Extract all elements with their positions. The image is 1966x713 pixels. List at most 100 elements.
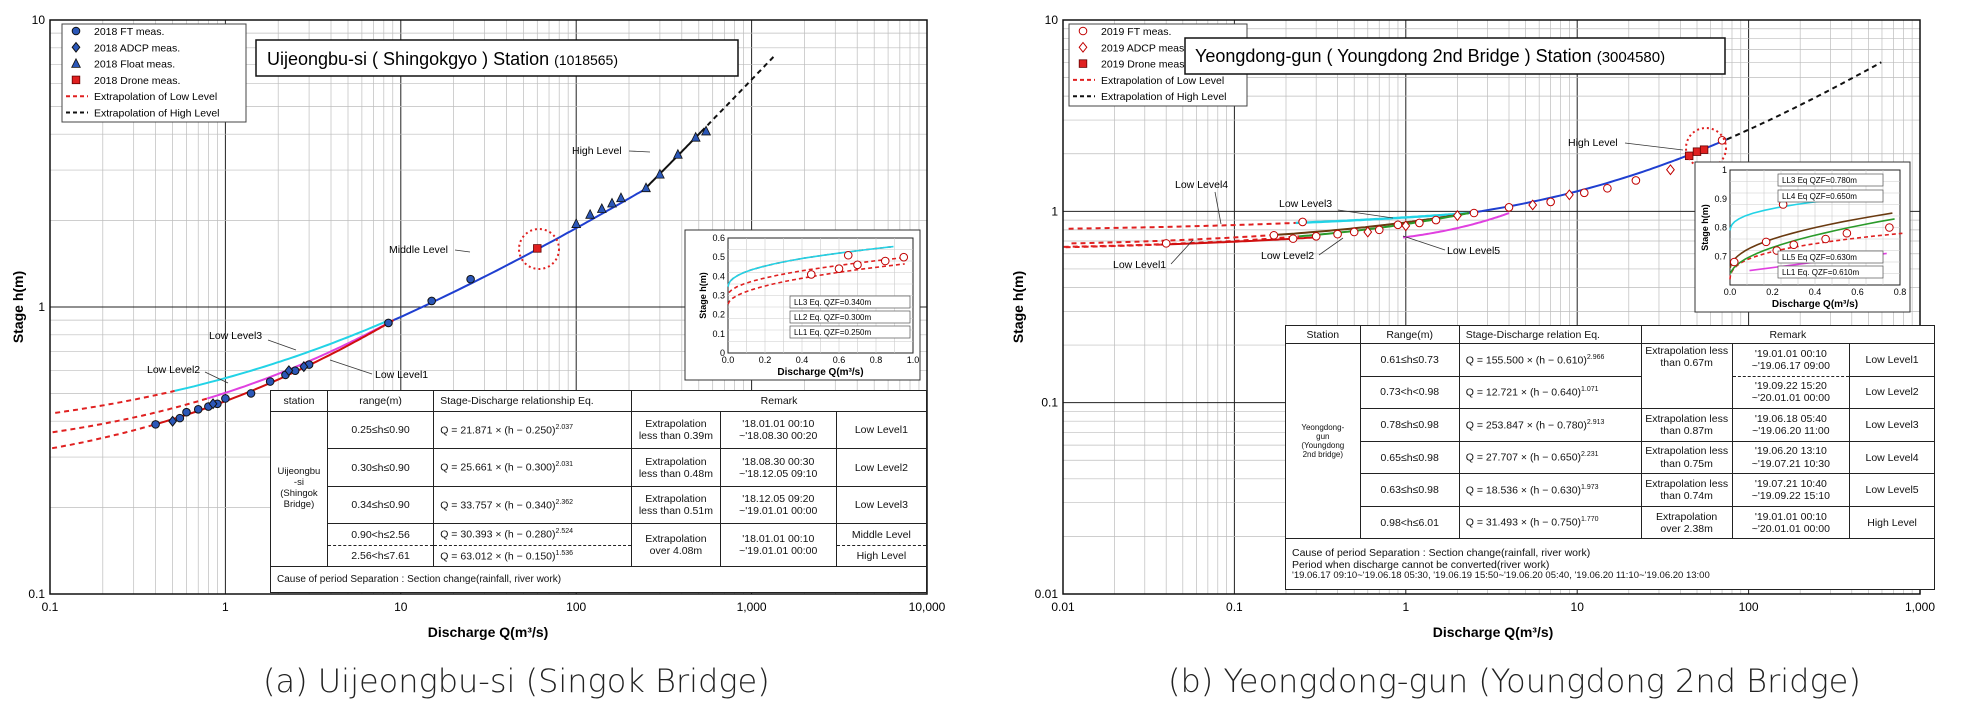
title-box-a: Uijeongbu-si ( Shingokgyo ) Station (101… (255, 39, 739, 77)
low-extrap-curve (51, 423, 156, 450)
table-cell: Low Level1 (835, 410, 928, 450)
station-code-a: (1018565) (554, 52, 618, 68)
table-cell: '19.01.01 00:10 ~'19.06.17 09:00 (1731, 343, 1851, 377)
legend-marker (1078, 41, 1088, 53)
inset-y-tick: 0.9 (1714, 194, 1727, 204)
table-note-b-3: '19.06.17 09:10~'19.06.18 05:30, '19.06.… (1292, 569, 1710, 581)
data-point (1393, 220, 1403, 230)
data-point (701, 125, 712, 136)
table-cell: 2.56<h≤7.61 (326, 544, 435, 568)
table-cell: '19.06.20 13:10 ~'19.07.21 10:30 (1731, 440, 1851, 475)
low-extrap-curve (55, 389, 175, 414)
table-cell: Q = 30.393 × (h − 0.280)2.524 (433, 523, 633, 546)
data-point (466, 274, 475, 284)
legend-label: 2018 FT meas. (94, 26, 164, 38)
inset-label: LL2 Eq. QZF=0.300m (794, 313, 871, 322)
drone-highlight-circle-a (518, 228, 560, 270)
inset-x-label: Discharge Q(m³/s) (1772, 299, 1858, 310)
low-extrap-curve (1063, 235, 1300, 248)
data-point (1452, 209, 1462, 222)
legend-label: 2018 ADCP meas. (94, 42, 180, 54)
table-cell: '19.09.22 15:20 ~'20.01.01 00:00 (1731, 375, 1851, 410)
table-cell: Q = 12.721 × (h − 0.640)1.071 (1458, 375, 1642, 410)
title-box-b: Yeongdong-gun ( Youngdong 2nd Bridge ) S… (1184, 37, 1726, 75)
inset-x-tick: 0.0 (722, 355, 735, 365)
inset-point (880, 256, 890, 266)
data-point (1401, 220, 1411, 232)
inset-x-tick: 0.6 (1851, 287, 1864, 297)
caption-a: (a) Uijeongbu-si (Singok Bridge) (263, 662, 770, 700)
inset-label: LL3 Eq. QZF=0.340m (794, 298, 871, 307)
x-tick-label: 0.1 (42, 600, 59, 614)
table-header-station: station (270, 390, 328, 412)
x-tick-label: 1 (222, 600, 229, 614)
inset-y-tick: 0.2 (712, 310, 725, 320)
table-cell: Low Level3 (835, 485, 928, 525)
label-low-level4-b: Low Level4 (1175, 179, 1228, 191)
table-cell: Low Level5 (1849, 473, 1935, 507)
data-point (299, 360, 309, 373)
legend-marker (71, 57, 81, 68)
x-tick-label: 10,000 (909, 600, 946, 614)
table-cell: Extrapolation less than 0.39m (631, 410, 721, 450)
markers-a (151, 125, 712, 429)
table-cell: 0.30≤h≤0.90 (326, 448, 435, 487)
table-cell: '19.06.18 05:40 ~'19.06.20 11:00 (1731, 408, 1851, 442)
data-point (1666, 164, 1675, 176)
table-cell: Q = 155.500 × (h − 0.610)2.966 (1458, 343, 1642, 377)
legend-a: 2018 FT meas. 2018 ADCP meas. 2018 Float m… (61, 23, 247, 123)
low-extrap-curve (1068, 221, 1296, 230)
table-cell: Q = 33.757 × (h − 0.340)2.362 (433, 485, 633, 525)
inset-x-tick: 0.2 (1766, 287, 1779, 297)
table-header-station: Station (1285, 324, 1361, 345)
table-cell: Extrapolation less than 0.74m (1640, 473, 1733, 507)
table-cell: High Level (1849, 505, 1935, 540)
data-point (1504, 202, 1514, 212)
legend-label: 2019 ADCP meas. (1101, 42, 1187, 54)
inset-y-tick: 0.6 (712, 233, 725, 243)
legend-marker (71, 75, 81, 85)
inset-label-box (789, 295, 911, 309)
y-tick-label: 10 (1045, 13, 1059, 27)
inset-y-label: Stage h(m) (1700, 204, 1710, 251)
table-cell: 0.34≤h≤0.90 (326, 485, 435, 525)
table-cell: Low Level2 (1849, 375, 1935, 410)
inset-point (1821, 234, 1830, 244)
data-point (1564, 189, 1574, 201)
inset-point (843, 250, 853, 260)
inset-x-tick: 1.0 (907, 355, 920, 365)
inset-point (1761, 237, 1771, 247)
table-cell: '18.08.30 00:30 ~'18.12.05 09:10 (719, 448, 837, 487)
table-cell: Q = 18.536 × (h − 0.630)1.973 (1458, 473, 1642, 507)
table-cell: '19.07.21 10:40 ~'19.09.22 15:10 (1731, 473, 1851, 507)
data-point (1431, 215, 1441, 225)
data-point (585, 208, 596, 219)
label-low-level3-b: Low Level3 (1279, 198, 1332, 210)
table-cell: 0.78≤h≤0.98 (1359, 408, 1460, 442)
x-tick-label: 10 (394, 600, 408, 614)
inset-point (1789, 240, 1799, 250)
data-point (1692, 147, 1702, 156)
data-point (384, 318, 393, 328)
legend-marker (1078, 59, 1088, 68)
table-cell: Extrapolation over 4.08m (631, 523, 721, 568)
data-point (1374, 225, 1384, 235)
inset-label: LL1 Eq. QZF=0.250m (794, 328, 871, 337)
data-point (284, 365, 294, 377)
legend-label: 2018 Drone meas. (94, 75, 180, 87)
legend-label: Extrapolation of High Level (1101, 91, 1227, 103)
x-tick-label: 100 (1739, 600, 1759, 614)
data-point (1311, 232, 1321, 241)
x-tick-label: 0.01 (1051, 600, 1075, 614)
table-cell: 0.73<h<0.98 (1359, 375, 1460, 410)
table-cell: 0.98<h≤6.01 (1359, 505, 1460, 540)
inset-label-box (789, 310, 911, 324)
table-cell: 0.25≤h≤0.90 (326, 410, 435, 450)
table-cell: Extrapolation over 2.38m (1640, 505, 1733, 540)
label-high-level-b: High Level (1568, 137, 1618, 149)
y-tick-label: 0.1 (28, 587, 45, 601)
x-tick-label: 1,000 (737, 600, 767, 614)
y-axis-label-a: Stage h(m) (10, 271, 26, 343)
data-point (533, 244, 542, 253)
